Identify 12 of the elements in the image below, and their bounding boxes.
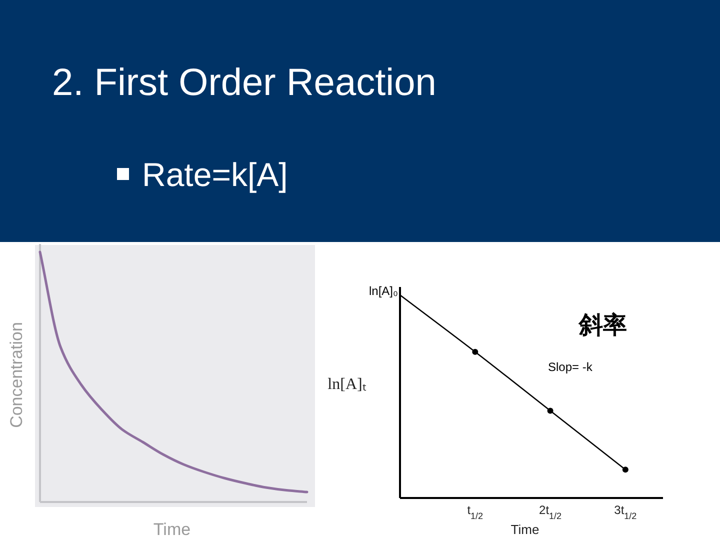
chart-title: 2. First Order Reaction — [52, 62, 436, 104]
x-tick-label: 2t$_{1/2}$ — [539, 503, 562, 521]
text: ln[A]₀ — [369, 284, 398, 298]
annotation: 斜率 — [578, 312, 627, 339]
y-axis-title: Concentration — [7, 322, 26, 428]
chart-subtitle: Rate=k[A] — [142, 156, 288, 193]
y-axis-title: ln[A]ₜ — [328, 376, 366, 393]
x-axis-title: Time — [510, 522, 540, 537]
x-tick-label: t$_{1/2}$ — [467, 503, 484, 521]
annotation: Slop= -k — [548, 360, 594, 374]
x-tick-label: 3t$_{1/2}$ — [614, 503, 637, 521]
x-axis-title: Time — [153, 520, 191, 539]
